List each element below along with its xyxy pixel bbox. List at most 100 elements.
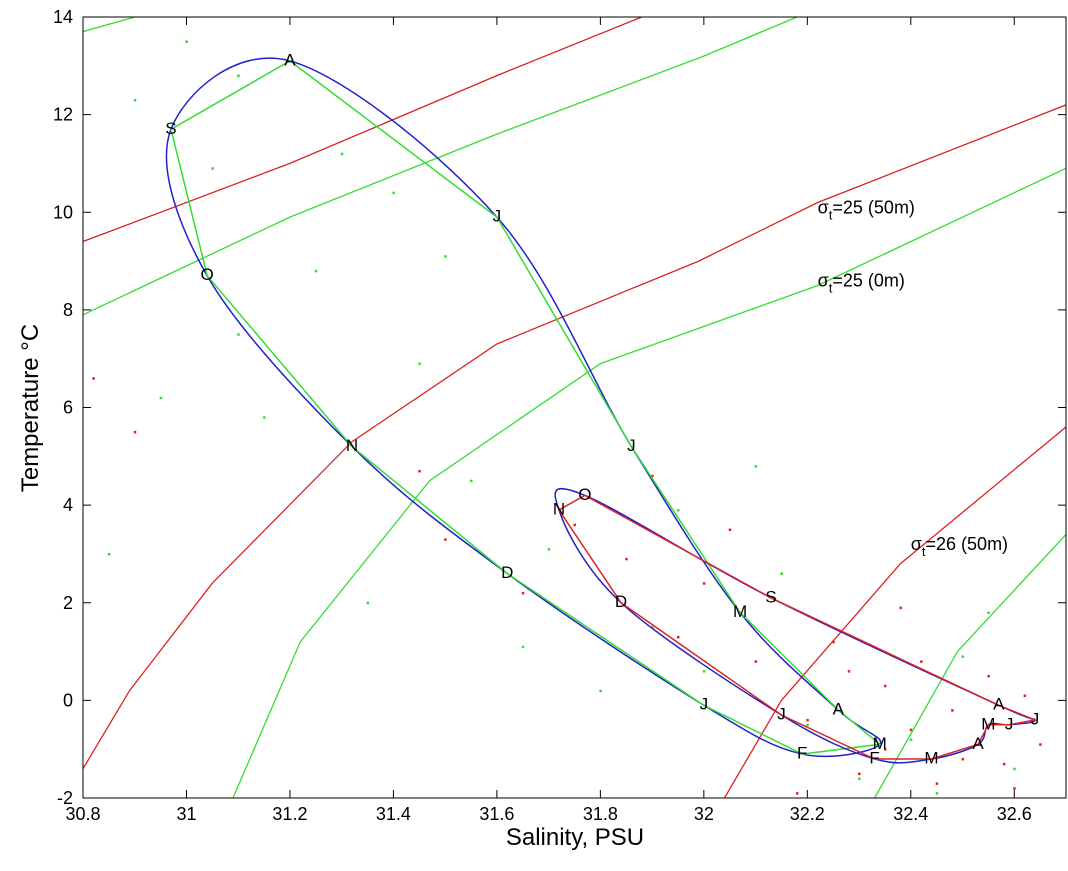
isopycnal-label: σt=25 (50m)	[818, 197, 915, 222]
sigma-sub: t	[922, 544, 926, 559]
isopycnal	[83, 17, 798, 316]
isopycnal	[232, 167, 1066, 798]
isopycnal	[83, 104, 1066, 770]
scatter-point	[920, 660, 923, 663]
isopycnal-label: σt=26 (50m)	[911, 534, 1008, 559]
isopycnal-text: =25 (0m)	[832, 271, 905, 291]
y-tick-label: 6	[63, 398, 73, 418]
month-label: O	[578, 485, 591, 504]
x-tick-label: 31.2	[272, 804, 307, 824]
isopycnal-text: =25 (50m)	[832, 197, 915, 217]
scatter-point	[340, 152, 344, 156]
scatter-point	[547, 548, 551, 551]
scatter-point	[795, 792, 799, 795]
month-label: A	[833, 700, 845, 719]
month-label: J	[627, 436, 636, 455]
month-label: M	[924, 748, 938, 767]
month-label: D	[501, 563, 513, 582]
scatter-point	[987, 611, 990, 615]
scatter-point	[444, 255, 447, 258]
x-tick-label: 32.2	[790, 804, 825, 824]
scatter-point	[1013, 767, 1016, 771]
scatter-point	[392, 191, 395, 195]
scatter-point	[702, 582, 706, 585]
y-tick-label: -2	[57, 788, 73, 808]
scatter-point	[237, 74, 240, 78]
month-label: J	[1005, 714, 1014, 733]
scatter-point	[599, 689, 602, 693]
sigma: σ	[818, 271, 829, 291]
scatter-point	[418, 362, 421, 366]
isopycnal-label: σt=25 (0m)	[818, 271, 905, 296]
scatter-point	[961, 655, 965, 658]
scatter-point	[573, 523, 576, 527]
plot-frame	[82, 16, 1067, 799]
scatter-point	[676, 635, 680, 639]
scatter-point	[92, 377, 95, 380]
scatter-point	[237, 333, 240, 336]
y-tick-label: 2	[63, 593, 73, 613]
x-tick-label: 31.4	[376, 804, 411, 824]
plot	[83, 17, 1066, 798]
month-label: S	[765, 587, 776, 606]
x-axis-label: Salinity, PSU	[506, 824, 644, 851]
sigma: σ	[911, 534, 922, 554]
scatter-point	[263, 416, 266, 419]
scatter-point	[470, 479, 473, 483]
month-label: F	[797, 744, 807, 763]
x-tick-label: 31	[176, 804, 196, 824]
scatter-point	[754, 465, 758, 468]
month-label: D	[615, 592, 627, 611]
y-tick-label: 10	[53, 202, 73, 222]
month-label: S	[165, 119, 176, 138]
scatter-point	[1002, 762, 1006, 766]
scatter-point	[211, 167, 214, 170]
scatter-point	[133, 430, 137, 434]
scatter-point	[858, 777, 861, 780]
scatter-point	[858, 772, 861, 776]
scatter-point	[107, 552, 111, 556]
scatter-point	[883, 684, 887, 688]
scatter-point	[521, 645, 525, 649]
sigma-sub: t	[829, 207, 833, 222]
month-label: O	[201, 265, 214, 284]
fit-curve	[165, 57, 882, 758]
isopycnal	[874, 533, 1066, 798]
scatter-point	[935, 782, 939, 785]
month-label: F	[869, 748, 879, 767]
monthly-line	[557, 494, 1038, 760]
isopycnal	[83, 17, 135, 33]
scatter-point	[987, 674, 990, 678]
scatter-point	[899, 606, 902, 610]
scatter-point	[702, 670, 706, 673]
isopycnal	[723, 426, 1066, 798]
scatter-point	[754, 660, 758, 663]
scatter-point	[961, 757, 965, 761]
month-label: J	[493, 207, 502, 226]
month-label: A	[284, 50, 296, 69]
scatter-point	[935, 792, 939, 795]
scatter-point	[832, 640, 835, 644]
month-label: N	[553, 499, 565, 518]
x-tick-label: 31.8	[583, 804, 618, 824]
scatter-point	[728, 528, 732, 532]
month-label: J	[700, 695, 709, 714]
x-tick-label: 32.4	[893, 804, 928, 824]
scatter-point	[1013, 787, 1016, 790]
isopycnal-text: =26 (50m)	[926, 534, 1009, 554]
scatter-point	[909, 728, 913, 732]
y-axis-label: Temperature °C	[17, 324, 44, 492]
scatter-point	[780, 572, 783, 575]
y-tick-label: 14	[53, 7, 73, 27]
month-label: M	[733, 602, 747, 621]
scatter-point	[418, 469, 421, 473]
x-tick-label: 30.8	[65, 804, 100, 824]
isopycnal	[83, 17, 643, 243]
scatter-point	[883, 748, 887, 751]
scatter-point	[847, 670, 851, 673]
scatter-point	[159, 396, 163, 400]
y-tick-label: 8	[63, 300, 73, 320]
scatter-point	[909, 738, 913, 741]
